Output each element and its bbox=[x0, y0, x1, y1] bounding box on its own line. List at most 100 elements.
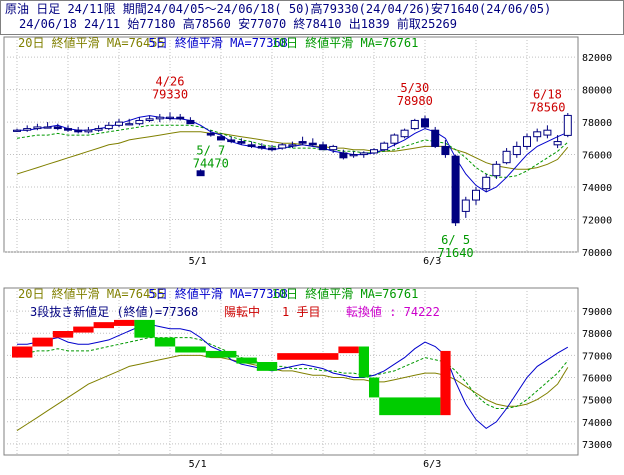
candle-body bbox=[533, 131, 542, 138]
annotation-date: 5/30 bbox=[400, 81, 429, 95]
legend-item: 5日 終値平滑 MA=77368 bbox=[148, 286, 287, 301]
candle-body bbox=[33, 126, 42, 130]
candle-body bbox=[217, 136, 225, 141]
tlb-brick bbox=[52, 331, 74, 338]
candle-body bbox=[64, 128, 72, 131]
legend-item: 20日 終値平滑 MA=76455 bbox=[18, 286, 165, 301]
ma20-line bbox=[16, 131, 569, 175]
tlb-brick bbox=[369, 377, 380, 398]
candle-body bbox=[155, 116, 164, 120]
candle-body bbox=[53, 126, 62, 130]
candle-body bbox=[451, 155, 460, 224]
candle-body bbox=[308, 142, 317, 146]
tlb-brick bbox=[114, 319, 135, 326]
candle-body bbox=[94, 128, 103, 131]
tlb-brick bbox=[12, 346, 33, 358]
candle-body bbox=[512, 145, 521, 156]
annotation-value: 78560 bbox=[529, 100, 565, 114]
ma20-line bbox=[16, 354, 569, 432]
candle-body bbox=[13, 129, 21, 132]
candle-body bbox=[441, 145, 450, 156]
y-tick-label: 77000 bbox=[582, 351, 612, 362]
ma5-line bbox=[17, 323, 569, 430]
candle-body bbox=[421, 118, 429, 128]
candle-body bbox=[227, 139, 236, 143]
tlb-move: 1 手目 bbox=[282, 305, 320, 319]
candle-body bbox=[482, 176, 491, 190]
x-tick-label: 5/1 bbox=[189, 256, 207, 267]
candle-body bbox=[410, 119, 419, 130]
annotation-date: 5/ 7 bbox=[196, 144, 225, 158]
candle-body bbox=[472, 189, 480, 201]
candle-body bbox=[115, 121, 123, 126]
tlb-brick bbox=[236, 357, 257, 364]
y-tick-label: 73000 bbox=[582, 440, 612, 451]
candle-body bbox=[461, 199, 470, 212]
header-line-1: 原油 日足 24/11限 期間24/04/05～24/06/18( 50)高79… bbox=[5, 2, 552, 16]
tlb-brick bbox=[277, 353, 339, 360]
candle-body bbox=[390, 134, 399, 144]
candle-body bbox=[166, 116, 174, 119]
candle-body bbox=[176, 116, 185, 120]
tlb-brick bbox=[175, 346, 206, 353]
tlb-brick bbox=[32, 337, 53, 347]
candle-body bbox=[431, 129, 440, 147]
y-tick-label: 82000 bbox=[582, 53, 612, 64]
candle-body bbox=[247, 144, 256, 147]
y-tick-label: 79000 bbox=[582, 307, 612, 318]
legend-item: 5日 終値平滑 MA=77368 bbox=[148, 35, 287, 50]
candle-body bbox=[186, 119, 195, 125]
tlb-brick bbox=[440, 350, 451, 416]
tlb-brick bbox=[379, 397, 441, 416]
annotation-value: 79330 bbox=[152, 87, 188, 101]
y-tick-label: 76000 bbox=[582, 151, 612, 162]
y-tick-label: 70000 bbox=[582, 248, 612, 259]
candle-body bbox=[329, 145, 338, 151]
candle-body bbox=[502, 150, 511, 164]
candle-body bbox=[339, 152, 348, 159]
y-tick-label: 78000 bbox=[582, 118, 612, 129]
candle-body bbox=[196, 170, 205, 177]
candle-body bbox=[349, 154, 358, 157]
header-line-2: 24/06/18 24/11 始77180 高78560 安77070 終784… bbox=[19, 17, 458, 31]
candle-body bbox=[400, 129, 409, 138]
tlb-reversal: 転換値 : 74222 bbox=[346, 304, 440, 319]
y-tick-label: 80000 bbox=[582, 86, 612, 97]
candle-body bbox=[23, 128, 32, 131]
candle-body bbox=[84, 129, 93, 133]
chart-header: 原油 日足 24/11限 期間24/04/05～24/06/18( 50)高79… bbox=[0, 0, 624, 35]
annotation-value: 71640 bbox=[438, 246, 474, 260]
candle-body bbox=[298, 141, 307, 144]
y-tick-label: 78000 bbox=[582, 329, 612, 340]
candle-body bbox=[74, 129, 83, 133]
x-tick-label: 5/1 bbox=[189, 459, 207, 470]
candle-body bbox=[370, 149, 378, 154]
ma10-line bbox=[16, 124, 569, 178]
legend-item: 20日 終値平滑 MA=76455 bbox=[18, 35, 165, 50]
candle-body bbox=[523, 136, 531, 147]
candle-body bbox=[145, 118, 154, 121]
plot-frame bbox=[3, 287, 579, 456]
tlb-brick bbox=[73, 326, 94, 333]
candle-body bbox=[268, 147, 276, 151]
candle-body bbox=[257, 145, 266, 149]
y-tick-label: 72000 bbox=[582, 216, 612, 227]
candle-body bbox=[563, 114, 572, 136]
tlb-brick bbox=[93, 322, 114, 329]
tlb-brick bbox=[256, 362, 278, 371]
candle-body bbox=[43, 126, 52, 129]
y-tick-label: 75000 bbox=[582, 396, 612, 407]
candle-body bbox=[237, 141, 246, 144]
annotation-date: 6/ 5 bbox=[441, 233, 470, 247]
candle-body bbox=[288, 144, 297, 147]
annotation-date: 4/26 bbox=[156, 74, 185, 88]
tlb-brick bbox=[358, 346, 369, 378]
annotation-value: 78980 bbox=[397, 94, 433, 108]
candle-body bbox=[104, 124, 113, 130]
legend-item: 10日 終値平滑 MA=76761 bbox=[272, 286, 419, 301]
y-tick-label: 74000 bbox=[582, 183, 612, 194]
legend-item: 10日 終値平滑 MA=76761 bbox=[272, 35, 419, 50]
x-tick-label: 6/3 bbox=[423, 256, 441, 267]
candle-body bbox=[543, 129, 552, 136]
